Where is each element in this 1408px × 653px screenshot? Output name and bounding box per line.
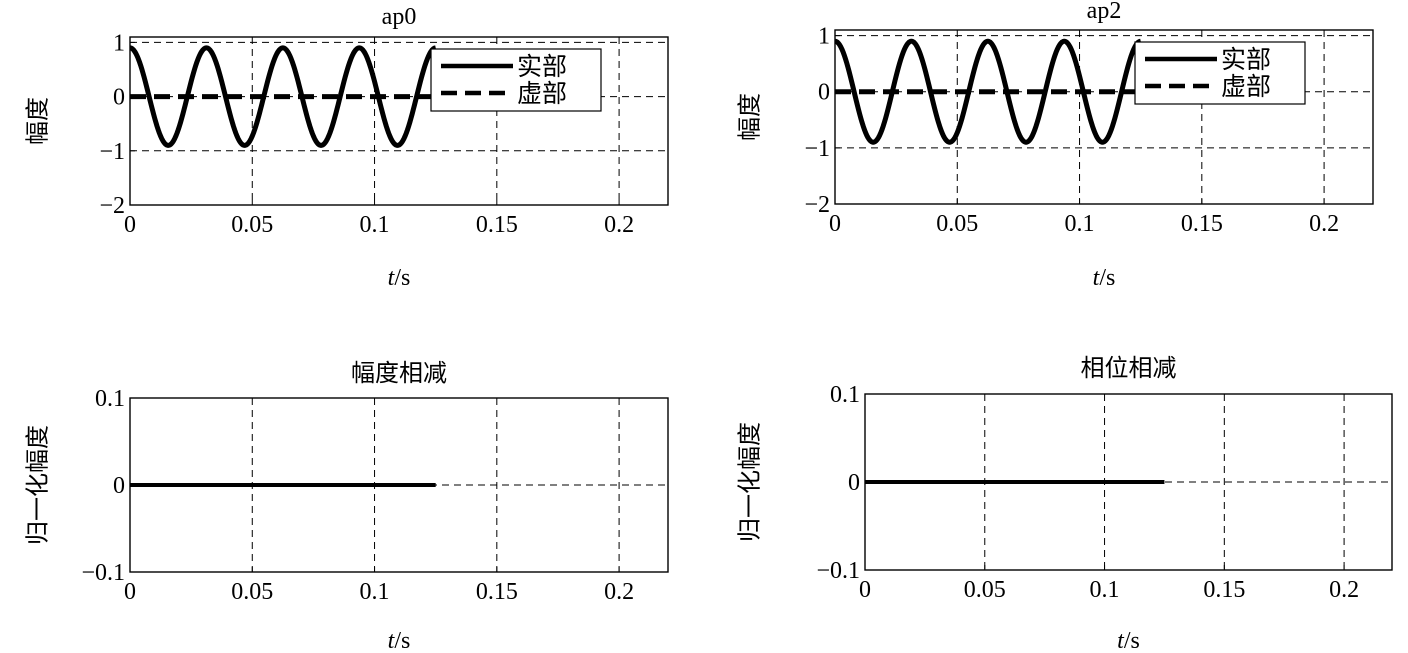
- x-axis-label-unit: /s: [394, 265, 410, 291]
- y-tick-label: 0.1: [830, 382, 860, 408]
- y-tick-label: −2: [99, 193, 125, 219]
- y-axis-label: 归一化幅度: [737, 422, 764, 542]
- x-axis-label: t/s: [1117, 628, 1140, 653]
- y-tick-label: 0.1: [95, 386, 125, 412]
- x-tick-label: 0.05: [964, 577, 1006, 603]
- x-axis-label: t/s: [388, 265, 411, 291]
- y-axis-label: 幅度: [737, 93, 764, 141]
- x-tick-label: 0.1: [360, 212, 390, 238]
- x-axis-label-unit: /s: [394, 628, 410, 653]
- chart-title: ap2: [1087, 0, 1122, 24]
- x-tick-label: 0: [829, 211, 841, 237]
- x-axis-label-variable: t: [388, 265, 396, 291]
- axes-frame: [129, 36, 669, 206]
- legend-label-1: 虚部: [1221, 73, 1271, 101]
- x-tick-label: 0.2: [1329, 577, 1359, 603]
- x-tick-label: 0.05: [936, 211, 978, 237]
- x-tick-label: 0: [124, 579, 136, 605]
- x-tick-label: 0.2: [604, 579, 634, 605]
- y-tick-label: 0: [113, 85, 125, 111]
- x-tick-label: 0: [124, 212, 136, 238]
- x-tick-label: 0.15: [1181, 211, 1223, 237]
- y-tick-label: 0: [818, 80, 830, 106]
- chart-title: 幅度相减: [351, 360, 447, 387]
- x-axis-label-unit: /s: [1099, 265, 1115, 291]
- x-tick-label: 0.05: [231, 579, 273, 605]
- y-tick-label: −1: [804, 136, 830, 162]
- series-line-0: [833, 38, 1143, 145]
- chart-title: ap0: [382, 4, 417, 30]
- x-tick-label: 0: [859, 577, 871, 603]
- y-tick-label: −2: [804, 192, 830, 218]
- x-tick-label: 0.2: [1309, 211, 1339, 237]
- x-axis-label-variable: t: [388, 628, 396, 653]
- x-axis-label: t/s: [1093, 265, 1116, 291]
- y-axis-label: 归一化幅度: [25, 425, 52, 545]
- y-tick-label: −1: [99, 139, 125, 165]
- legend-label-0: 实部: [517, 53, 567, 81]
- x-tick-label: 0.2: [604, 212, 634, 238]
- series-line-0: [128, 45, 438, 148]
- x-axis-label: t/s: [388, 628, 411, 653]
- x-tick-label: 0.15: [476, 212, 518, 238]
- x-tick-label: 0.15: [1203, 577, 1245, 603]
- x-tick-label: 0.15: [476, 579, 518, 605]
- y-tick-label: 1: [818, 24, 830, 50]
- chart-title: 相位相减: [1081, 355, 1177, 382]
- x-tick-label: 0.1: [1090, 577, 1120, 603]
- x-axis-label-unit: /s: [1124, 628, 1140, 653]
- legend-label-0: 实部: [1221, 46, 1271, 74]
- legend-box: [430, 48, 602, 112]
- legend-label-1: 虚部: [517, 80, 567, 108]
- y-tick-label: 1: [113, 30, 125, 56]
- y-tick-label: −0.1: [81, 560, 125, 586]
- x-axis-label-variable: t: [1093, 265, 1101, 291]
- x-tick-label: 0.05: [231, 212, 273, 238]
- y-tick-label: 0: [113, 473, 125, 499]
- y-tick-label: 0: [848, 470, 860, 496]
- x-tick-label: 0.1: [1065, 211, 1095, 237]
- y-axis-label: 幅度: [25, 97, 52, 145]
- y-tick-label: −0.1: [816, 558, 860, 584]
- axes-frame: [834, 29, 1374, 205]
- x-axis-label-variable: t: [1117, 628, 1125, 653]
- legend-box: [1134, 41, 1306, 105]
- x-tick-label: 0.1: [360, 579, 390, 605]
